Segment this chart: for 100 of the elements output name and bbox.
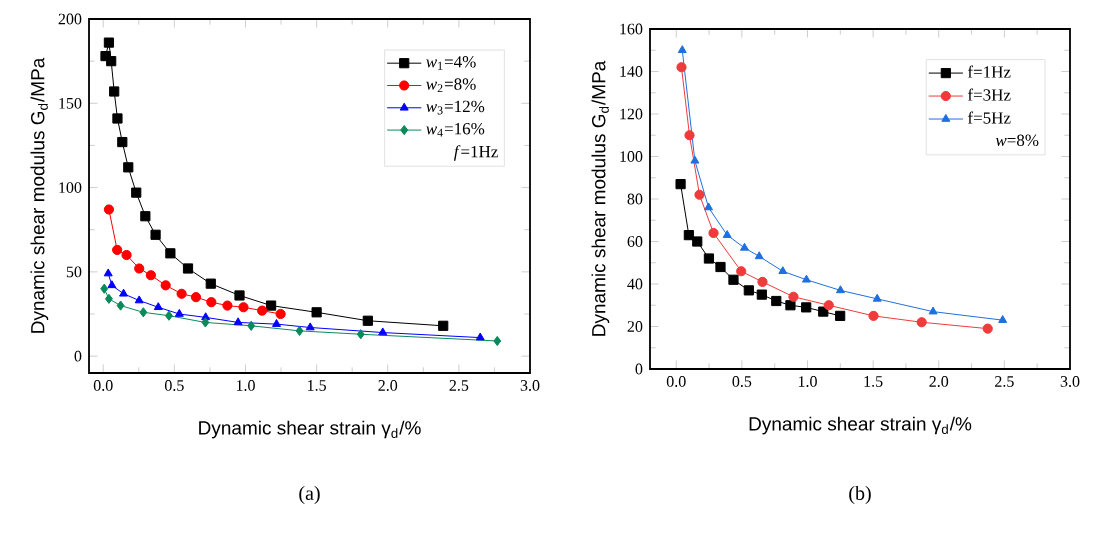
point (145, 270, 156, 281)
x-tick-label: 2.5 (995, 376, 1014, 387)
point (103, 268, 113, 277)
point (736, 266, 747, 277)
point (835, 310, 846, 321)
point (305, 322, 315, 331)
legend-label: w$_{1}$=4% (426, 56, 476, 70)
point (757, 276, 768, 287)
x-tick-label: 0.0 (93, 380, 113, 391)
point (868, 310, 879, 321)
point (998, 315, 1008, 323)
point (801, 274, 811, 283)
point (123, 162, 134, 173)
point (134, 295, 144, 304)
y-tick-label: 60 (627, 236, 643, 247)
point (106, 56, 117, 67)
point (103, 204, 115, 215)
point (153, 302, 163, 311)
point (134, 263, 145, 274)
point (475, 332, 485, 341)
y-tick-label: 150 (59, 97, 82, 109)
point (835, 285, 845, 294)
point (272, 319, 281, 327)
y-tick-label: 20 (627, 321, 643, 332)
point (104, 293, 113, 304)
point (190, 292, 202, 303)
point (176, 288, 187, 299)
point (823, 300, 834, 311)
point (234, 290, 245, 301)
point (493, 335, 502, 347)
point (140, 211, 151, 222)
annotation: f=1Hz (453, 145, 498, 161)
y-tick-label: 0 (74, 350, 82, 362)
point (247, 320, 256, 331)
x-tick-label: 3.0 (520, 380, 540, 391)
x-tick-label: 2.0 (378, 380, 398, 391)
point (778, 266, 788, 275)
point (438, 320, 449, 331)
x-tick-label: 3.0 (1060, 376, 1080, 387)
y-tick-label: 200 (58, 13, 82, 25)
point (109, 86, 120, 97)
x-tick-label: 0.0 (666, 376, 686, 387)
point (165, 310, 173, 321)
y-tick-label: 40 (627, 278, 643, 290)
point (121, 249, 132, 261)
point (818, 306, 829, 317)
point (139, 307, 148, 318)
y-tick-label: 100 (59, 182, 82, 193)
point (150, 229, 161, 240)
point (788, 291, 799, 302)
x-tick-label: 0.5 (164, 380, 184, 391)
point (266, 300, 277, 311)
point (174, 308, 184, 317)
legend-label: f=5Hz (967, 111, 1011, 124)
y-tick-label: 0 (635, 363, 643, 375)
x-tick-label: 1.0 (798, 376, 817, 387)
point (107, 280, 117, 289)
point (771, 295, 782, 307)
point (801, 302, 812, 313)
point (722, 230, 732, 238)
annotation: w=8% (995, 134, 1039, 147)
point (112, 244, 123, 256)
point (356, 329, 365, 340)
point (715, 261, 726, 273)
point (704, 202, 714, 211)
point (119, 288, 129, 297)
point (275, 308, 286, 320)
legend-label: f=1Hz (967, 65, 1011, 78)
point (754, 251, 764, 260)
point (785, 300, 796, 311)
point (676, 62, 687, 73)
point (233, 317, 243, 326)
y-tick-label: 100 (620, 151, 643, 162)
point (756, 289, 767, 300)
point (116, 300, 125, 311)
point (694, 189, 705, 200)
y-tick-label: 80 (627, 193, 643, 205)
point (740, 242, 749, 251)
point (160, 280, 171, 291)
point (378, 327, 388, 336)
point (677, 45, 687, 54)
point (684, 130, 695, 141)
point (928, 306, 938, 315)
point (131, 187, 142, 198)
x-tick-label: 1.5 (864, 376, 883, 387)
point (295, 325, 304, 336)
x-axis-title: Dynamic shear strain γ$_{d}$/% (749, 416, 972, 435)
y-tick-label: 140 (620, 66, 643, 77)
legend-label: w$_{4}$=16% (426, 122, 485, 137)
x-axis-title: Dynamic shear strain γ$_{d}$/% (199, 420, 421, 439)
point (165, 248, 176, 259)
point (238, 302, 249, 313)
point (100, 283, 109, 294)
point (205, 278, 216, 289)
x-tick-label: 0.5 (732, 376, 752, 387)
x-tick-label: 2.5 (449, 380, 469, 391)
legend-label: w$_{3}$=12% (426, 100, 485, 115)
point (112, 113, 123, 124)
legend-label: w$_{2}$=8% (426, 78, 476, 93)
point (692, 236, 703, 247)
